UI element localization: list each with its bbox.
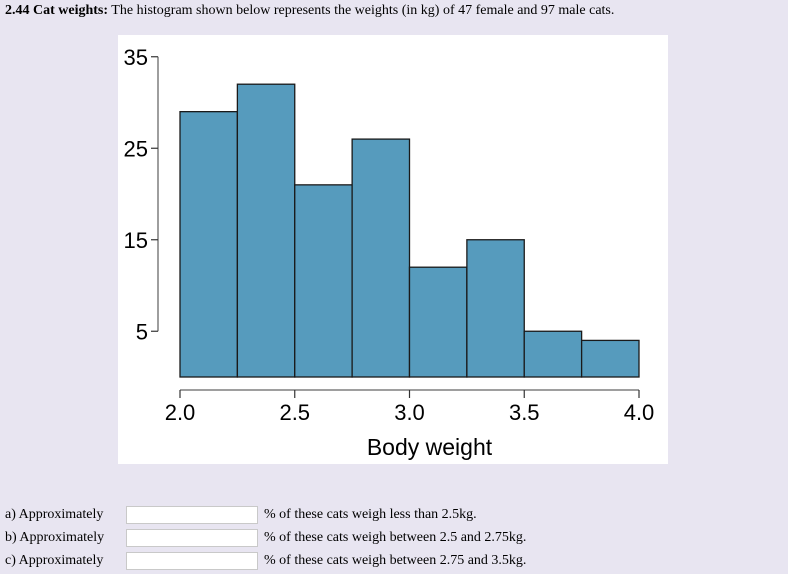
histogram-bar (408, 266, 468, 378)
histogram-bar (294, 184, 353, 378)
question-c-input[interactable] (126, 552, 258, 570)
question-c: c) Approximately % of these cats weigh b… (5, 551, 526, 571)
y-tick-label: 35 (124, 45, 148, 70)
x-tick-label: 4.0 (624, 400, 655, 425)
histogram-bar (466, 239, 525, 378)
question-c-suffix: % of these cats weigh between 2.75 and 3… (264, 553, 527, 568)
y-tick-label: 15 (124, 228, 148, 253)
question-b: b) Approximately % of these cats weigh b… (5, 528, 526, 548)
histogram-bar (580, 339, 640, 378)
histogram-bar (523, 330, 583, 378)
y-tick-label: 25 (124, 136, 148, 161)
problem-header: 2.44 Cat weights: The histogram shown be… (5, 3, 614, 19)
histogram-bar (179, 111, 239, 378)
problem-number: 2.44 Cat weights: (5, 3, 109, 18)
histogram-chart: 5 15 25 35 2.0 2.5 3.0 3.5 4.0 Body weight (118, 35, 668, 464)
question-a: a) Approximately % of these cats weigh l… (5, 505, 477, 525)
x-tick-label: 2.0 (165, 400, 196, 425)
histogram-bar (236, 83, 296, 378)
histogram-bar (351, 138, 411, 378)
question-a-suffix: % of these cats weigh less than 2.5kg. (264, 507, 477, 522)
problem-description: The histogram shown below represents the… (111, 3, 615, 18)
x-axis-title: Body weight (367, 434, 493, 460)
question-c-prefix: c) Approximately (5, 553, 104, 568)
x-tick-label: 3.0 (394, 400, 425, 425)
question-b-input[interactable] (126, 529, 258, 547)
question-b-prefix: b) Approximately (5, 530, 105, 545)
question-a-input[interactable] (126, 506, 258, 524)
question-b-suffix: % of these cats weigh between 2.5 and 2.… (264, 530, 527, 545)
histogram-svg: 5 15 25 35 2.0 2.5 3.0 3.5 4.0 Body weight (124, 45, 655, 460)
question-a-prefix: a) Approximately (5, 507, 104, 522)
x-tick-label: 2.5 (279, 400, 310, 425)
x-tick-label: 3.5 (509, 400, 540, 425)
y-tick-label: 5 (136, 319, 148, 344)
